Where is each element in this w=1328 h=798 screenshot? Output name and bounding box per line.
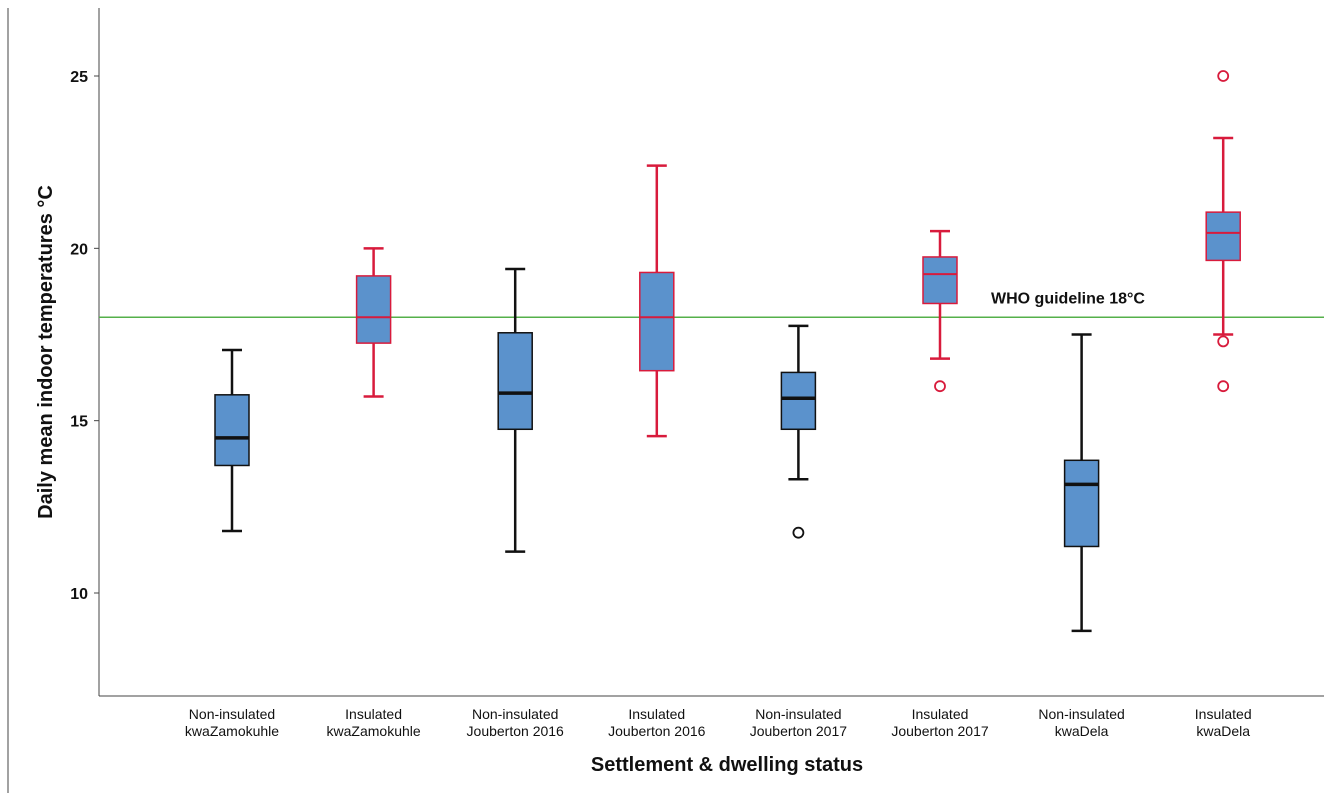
outlier-point bbox=[1217, 335, 1230, 348]
boxes: Non-insulatedkwaZamokuhleInsulatedkwaZam… bbox=[185, 70, 1252, 739]
y-tick-label: 25 bbox=[70, 69, 88, 86]
outlier-point bbox=[934, 380, 946, 393]
category-label-line2: kwaDela bbox=[1196, 723, 1250, 739]
y-tick-label: 10 bbox=[70, 586, 88, 603]
category-label-line2: kwaZamokuhle bbox=[327, 723, 421, 739]
reference-line-group: WHO guideline 18°C bbox=[99, 290, 1324, 319]
iqr-box bbox=[922, 256, 958, 305]
iqr-box bbox=[639, 271, 675, 372]
iqr-box bbox=[1205, 211, 1241, 262]
category-label-line2: Jouberton 2016 bbox=[467, 723, 565, 739]
category-label-line1: Insulated bbox=[628, 706, 685, 722]
category-label-line2: Jouberton 2016 bbox=[608, 723, 706, 739]
category-label-line1: Non-insulated bbox=[189, 706, 275, 722]
category-label-line1: Insulated bbox=[345, 706, 402, 722]
axes: 10 15 20 25 bbox=[7, 8, 1324, 793]
labels: Settlement & dwelling status Daily mean … bbox=[35, 185, 863, 776]
y-axis-title: Daily mean indoor temperatures °C bbox=[35, 185, 57, 519]
iqr-box bbox=[355, 275, 392, 344]
y-tick-label: 15 bbox=[70, 414, 88, 431]
category-label-line1: Insulated bbox=[912, 706, 969, 722]
iqr-box bbox=[1063, 459, 1100, 548]
x-axis-title: Settlement & dwelling status bbox=[591, 754, 863, 776]
category-label-line1: Insulated bbox=[1195, 706, 1252, 722]
category-label-line2: kwaZamokuhle bbox=[185, 723, 279, 739]
who-guideline-label: WHO guideline 18°C bbox=[991, 290, 1145, 307]
outlier-point bbox=[792, 526, 805, 539]
category-label-line2: Jouberton 2017 bbox=[750, 723, 848, 739]
iqr-box bbox=[780, 371, 817, 431]
category-label-line1: Non-insulated bbox=[472, 706, 558, 722]
category-label-line2: kwaDela bbox=[1055, 723, 1109, 739]
iqr-box bbox=[214, 394, 250, 467]
outlier-point bbox=[1217, 70, 1230, 82]
category-label-line1: Non-insulated bbox=[755, 706, 841, 722]
category-label-line2: Jouberton 2017 bbox=[891, 723, 989, 739]
outlier-point bbox=[1217, 380, 1230, 393]
iqr-box bbox=[497, 332, 533, 431]
y-tick-label: 20 bbox=[70, 241, 88, 258]
category-label-line1: Non-insulated bbox=[1038, 706, 1124, 722]
